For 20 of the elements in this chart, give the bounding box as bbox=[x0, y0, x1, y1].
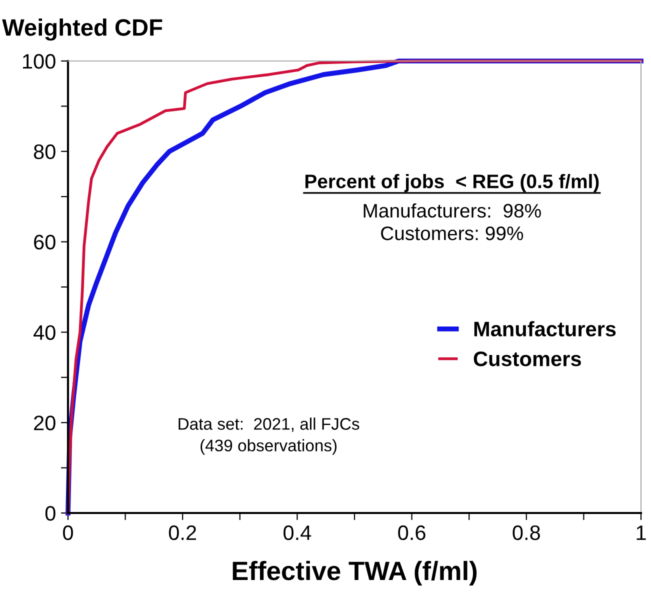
annotation: Customers: 99% bbox=[381, 226, 524, 240]
legend-label: Manufacturers bbox=[474, 321, 616, 336]
x-tick-label: 0.8 bbox=[512, 525, 540, 540]
y-tick-label: 40 bbox=[34, 325, 56, 340]
legend-label: Customers bbox=[474, 352, 581, 366]
annotation: Percent of jobs < REG (0.5 f/ml) bbox=[305, 174, 599, 192]
y-axis-title: Weighted CDF bbox=[2, 18, 162, 41]
y-tick-label: 60 bbox=[34, 234, 56, 250]
y-tick-label: 100 bbox=[23, 54, 56, 69]
x-tick-label: 0 bbox=[63, 525, 73, 540]
y-tick-label: 0 bbox=[45, 506, 56, 521]
x-tick-label: 0.2 bbox=[168, 525, 196, 540]
x-tick-label: 1 bbox=[636, 526, 646, 540]
x-axis-title: Effective TWA (f/ml) bbox=[232, 560, 477, 586]
y-tick-label: 20 bbox=[34, 416, 56, 430]
x-tick-label: 0.4 bbox=[284, 525, 312, 540]
x-tick-label: 0.6 bbox=[398, 525, 426, 540]
annotation: Manufacturers: 98% bbox=[364, 203, 541, 218]
y-tick-label: 80 bbox=[34, 144, 56, 160]
annotation: Data set: 2021, all FJCs (439 observations) bbox=[178, 418, 360, 455]
